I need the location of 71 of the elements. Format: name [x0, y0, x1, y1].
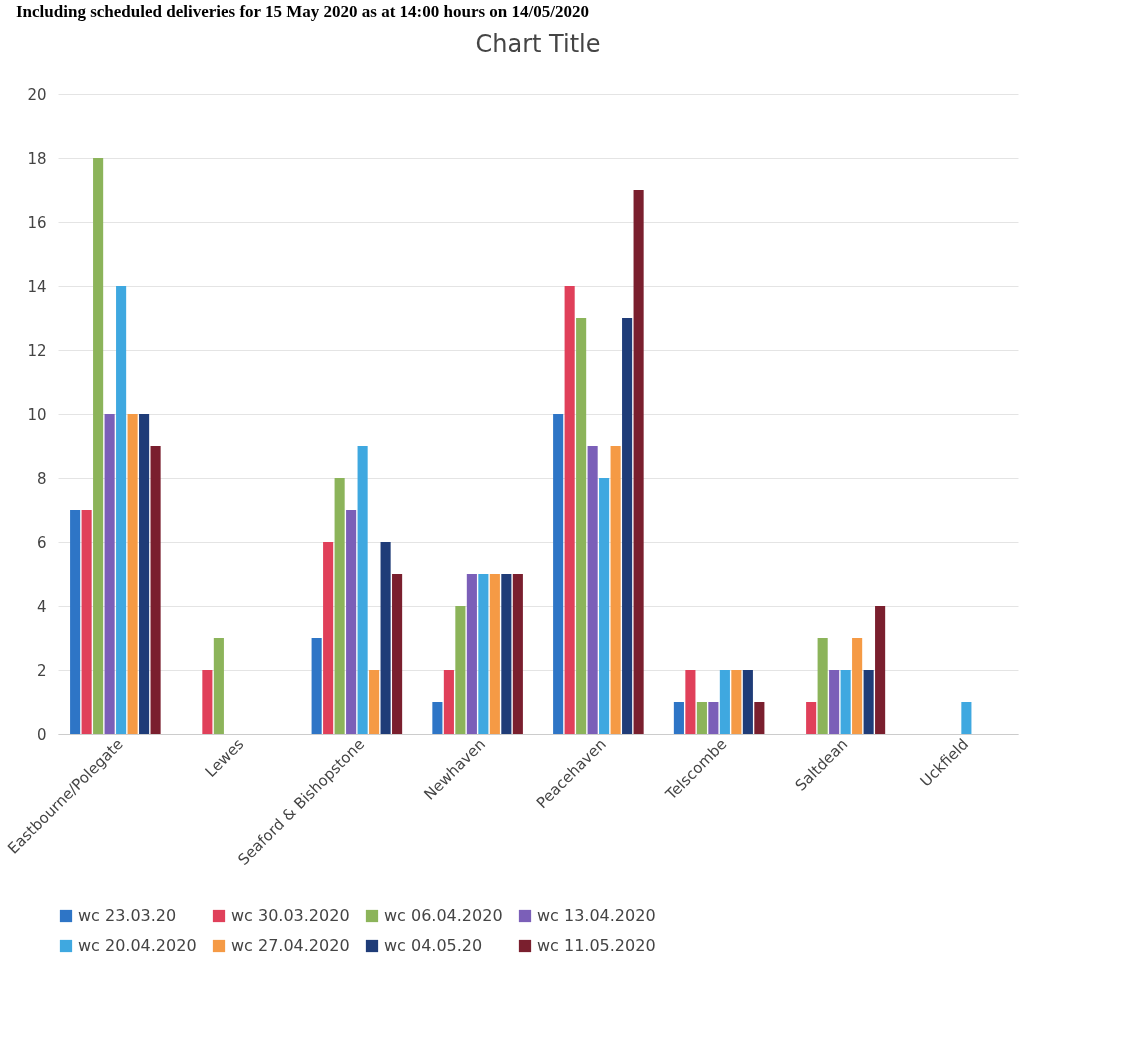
y-tick-label: 2: [36, 661, 47, 680]
y-tick-label: 16: [27, 213, 47, 232]
bar: [380, 542, 391, 734]
bar: [961, 702, 972, 734]
bar: [357, 446, 368, 734]
bar: [104, 414, 115, 734]
text: Including scheduled deliveries for 15 May 2020 as at 14:00 hours on 14/05/2020: [15, 1, 590, 23]
bar: [346, 510, 357, 734]
legend-label: wc 11.05.2020: [537, 936, 656, 955]
bar: [806, 702, 817, 734]
bar: [139, 414, 150, 734]
y-tick-label: 12: [27, 341, 47, 360]
bar: [622, 318, 633, 734]
bar: [127, 414, 138, 734]
bar: [213, 638, 224, 734]
bar: [829, 670, 840, 734]
y-tick-label: 14: [27, 277, 47, 296]
bar: [708, 702, 719, 734]
bar: [150, 446, 161, 734]
bar: [719, 670, 730, 734]
bar: [587, 446, 598, 734]
bar: [633, 190, 644, 734]
bar: [512, 574, 523, 734]
bar: [564, 286, 575, 734]
bar: [840, 670, 851, 734]
legend-label: wc 13.04.2020: [537, 906, 656, 925]
y-tick-label: 10: [27, 405, 47, 424]
y-tick-label: 20: [27, 85, 47, 104]
bar: [443, 670, 454, 734]
bar: [489, 574, 500, 734]
bar: [685, 670, 696, 734]
y-tick-label: 18: [27, 149, 47, 168]
bar: [576, 318, 587, 734]
bar: [875, 606, 886, 734]
bar: [369, 670, 380, 734]
bar: [478, 574, 489, 734]
bar: [731, 670, 742, 734]
legend-label: wc 04.05.20: [384, 936, 483, 955]
bar: [610, 446, 621, 734]
y-tick-label: 6: [36, 533, 47, 552]
bar: [673, 702, 684, 734]
bar: [817, 638, 828, 734]
bar: [323, 542, 334, 734]
bar: [93, 158, 104, 734]
y-tick-label: 4: [36, 597, 47, 616]
bar: [116, 286, 127, 734]
bar: [852, 638, 863, 734]
legend-label: wc 20.04.2020: [78, 936, 197, 955]
bar: [81, 510, 92, 734]
bar: [696, 702, 707, 734]
bar: [501, 574, 512, 734]
y-tick-label: 0: [36, 725, 47, 744]
bar: [553, 414, 564, 734]
y-tick-label: 8: [36, 469, 47, 488]
legend-label: wc 06.04.2020: [384, 906, 503, 925]
legend-label: wc 23.03.20: [78, 906, 177, 925]
chart-title: Chart Title: [475, 30, 601, 58]
bar: [466, 574, 477, 734]
legend-label: wc 30.03.2020: [231, 906, 350, 925]
bar: [334, 478, 345, 734]
bar: [70, 510, 81, 734]
bar: [742, 670, 753, 734]
bar: [455, 606, 466, 734]
bar: [754, 702, 765, 734]
bar: [311, 638, 322, 734]
bar: [599, 478, 610, 734]
legend-label: wc 27.04.2020: [231, 936, 350, 955]
bar: [432, 702, 443, 734]
bar: [202, 670, 213, 734]
bar: [863, 670, 874, 734]
bar: [392, 574, 403, 734]
